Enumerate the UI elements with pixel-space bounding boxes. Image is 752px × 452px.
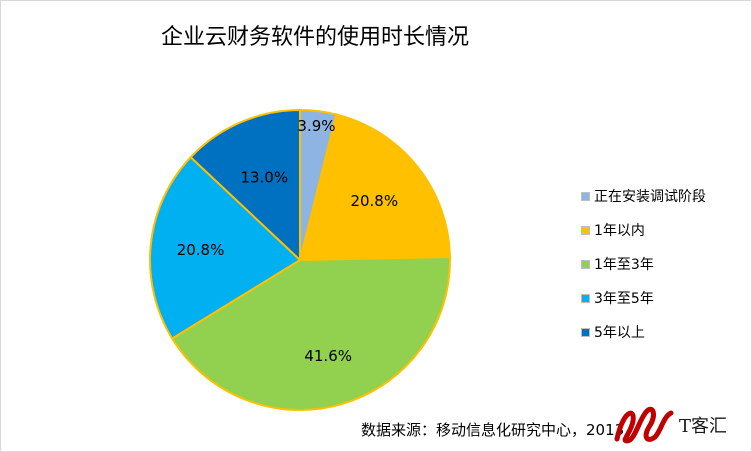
- watermark-logo: T客汇: [613, 401, 737, 447]
- legend-swatch: [581, 293, 590, 303]
- legend: 正在安装调试阶段 1年以内 1年至3年 3年至5年 5年以上: [581, 179, 706, 349]
- legend-swatch: [581, 327, 590, 337]
- pie-slice: [149, 155, 302, 340]
- legend-label: 3年至5年: [594, 291, 654, 307]
- data-source-note: 数据来源：移动信息化研究中心，2013: [361, 421, 625, 439]
- legend-swatch: [581, 259, 590, 269]
- slice-value-label: 13.0%: [240, 168, 288, 186]
- watermark-text: T客汇: [679, 416, 728, 437]
- slice-value-label: 3.9%: [297, 117, 335, 135]
- legend-swatch: [581, 191, 590, 201]
- legend-label: 1年至3年: [594, 257, 654, 273]
- pie-slice: [189, 108, 301, 263]
- pie-slice: [170, 255, 451, 411]
- legend-item-1-to-3-years: 1年至3年: [581, 247, 706, 281]
- legend-item-3-to-5-years: 3年至5年: [581, 281, 706, 315]
- slice-value-label: 20.8%: [350, 192, 398, 210]
- chart-title: 企业云财务软件的使用时长情况: [161, 25, 470, 50]
- legend-swatch: [581, 225, 590, 235]
- legend-item-under-1-year: 1年以内: [581, 213, 706, 247]
- legend-label: 1年以内: [594, 223, 645, 239]
- pie-slice: [298, 113, 451, 262]
- slice-value-label: 41.6%: [304, 347, 352, 365]
- legend-item-installing: 正在安装调试阶段: [581, 179, 706, 213]
- legend-label: 5年以上: [594, 325, 645, 341]
- slice-value-label: 20.8%: [177, 241, 225, 259]
- watermark-mark-icon: [614, 406, 674, 444]
- legend-item-over-5-years: 5年以上: [581, 315, 706, 349]
- legend-label: 正在安装调试阶段: [594, 189, 706, 205]
